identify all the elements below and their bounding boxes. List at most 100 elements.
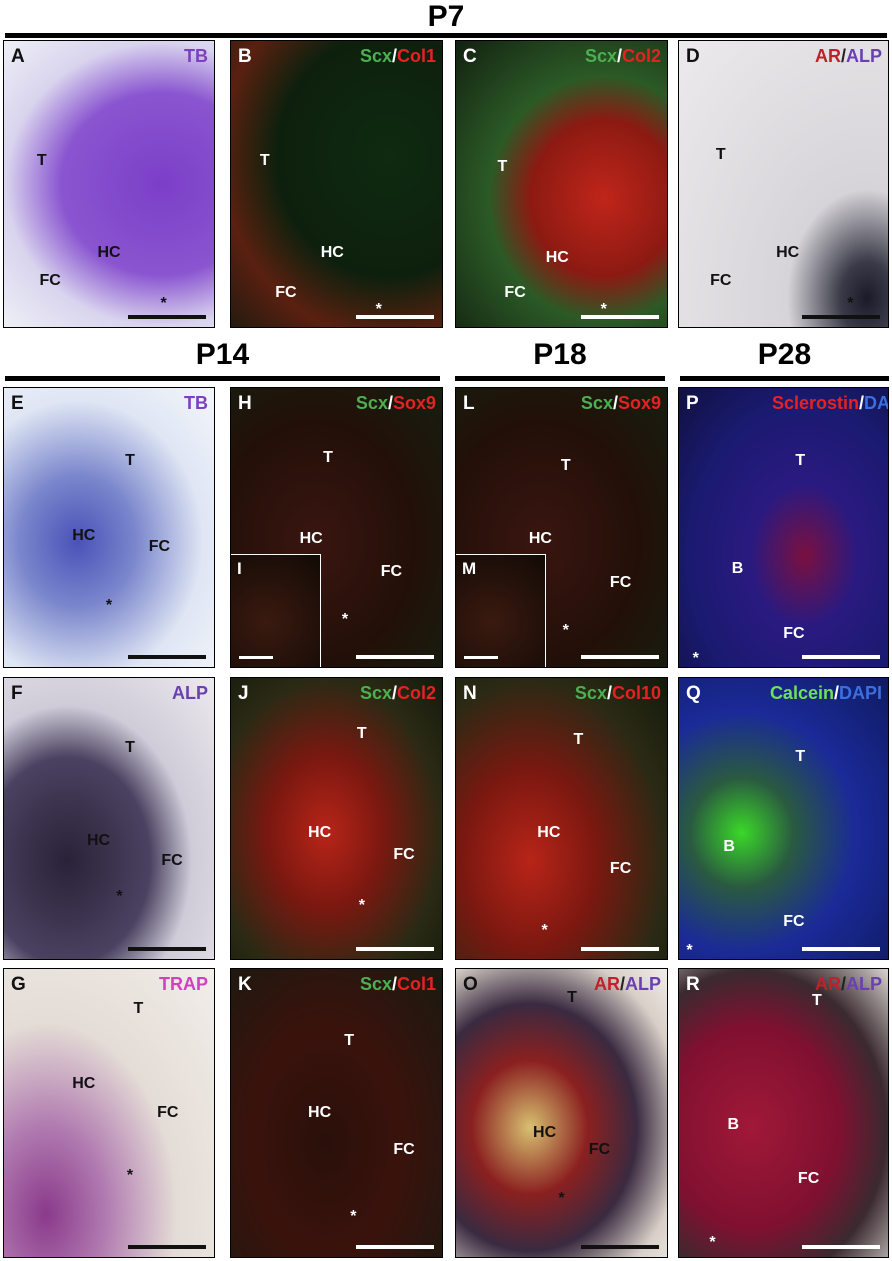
region-label: T (795, 451, 806, 469)
region-label: FC (275, 283, 297, 301)
stain-part: ALP (846, 974, 882, 994)
panel-letter: L (463, 393, 475, 414)
region-label: HC (533, 1124, 557, 1142)
region-label: HC (308, 823, 332, 841)
stain-part: Scx (355, 393, 388, 413)
stain-part: DAPI (864, 393, 889, 413)
region-label: FC (380, 563, 403, 581)
stain-part: TRAP (159, 974, 208, 994)
stain-label: Scx/Col2 (360, 683, 436, 704)
image-panel: J Scx/Col2 T HC FC * (230, 677, 443, 960)
image-panel: R AR/ALP T B FC * (678, 968, 889, 1258)
region-label: FC (148, 538, 171, 556)
stain-label: TRAP (159, 974, 208, 995)
image-panel: Q Calcein/DAPI T B FC * (678, 677, 889, 960)
region-label: T (560, 457, 571, 475)
region-label: HC (308, 1104, 332, 1121)
region-label: FC (588, 1141, 611, 1159)
stage-label: P7 (427, 0, 465, 33)
stain-part: / (391, 46, 397, 66)
region-label: T (497, 157, 508, 175)
stain-part: / (840, 974, 846, 994)
stain-part: / (859, 393, 865, 413)
stain-part: Calcein (769, 683, 834, 703)
region-label: T (812, 991, 822, 1009)
region-label: * (558, 1190, 565, 1208)
region-label: * (847, 295, 854, 313)
stage-rule (5, 376, 440, 381)
panel-letter: R (686, 974, 700, 995)
region-label: T (715, 146, 726, 164)
stain-label: AR/ALP (594, 974, 661, 995)
image-panel: G TRAP T HC FC * (3, 968, 215, 1258)
stain-part: Scx (580, 393, 613, 413)
scale-bar (356, 315, 434, 319)
scale-bar (356, 1245, 434, 1249)
stain-label: Scx/Col2 (585, 46, 661, 67)
image-panel: F ALP T HC FC * (3, 677, 215, 960)
stain-part: / (387, 393, 393, 413)
stain-part: AR (814, 974, 841, 994)
stain-part: Col1 (396, 46, 436, 66)
region-label: T (795, 747, 806, 765)
panel-letter: F (11, 683, 23, 704)
stain-label: AR/ALP (815, 974, 882, 995)
region-label: * (692, 649, 699, 667)
stain-part: / (391, 974, 397, 994)
region-label: T (36, 152, 47, 170)
image-panel: I H Scx/Sox9 T HC FC * (230, 387, 443, 668)
region-label: * (350, 1207, 357, 1225)
region-label: B (723, 837, 735, 855)
region-label: FC (783, 913, 805, 931)
scale-bar (464, 656, 498, 659)
region-label: HC (72, 526, 96, 544)
region-label: * (541, 921, 548, 939)
region-label: * (600, 300, 607, 318)
region-label: * (341, 610, 349, 628)
image-panel: P Sclerostin/DAPI T B FC * (678, 387, 889, 668)
image-panel: A TB T HC FC * (3, 40, 215, 328)
region-label: * (375, 300, 382, 318)
region-label: T (567, 988, 577, 1006)
stain-label: AR/ALP (815, 46, 882, 67)
stain-part: Col2 (396, 683, 436, 703)
stain-part: Scx (574, 683, 607, 703)
panel-letter: G (11, 974, 26, 995)
image-panel: O AR/ALP T HC FC * (455, 968, 668, 1258)
scale-bar (581, 315, 659, 319)
scale-bar (128, 1245, 206, 1249)
stage-rule (680, 376, 889, 381)
scale-bar (802, 655, 880, 659)
scale-bar (128, 315, 206, 319)
region-label: * (160, 295, 167, 313)
region-label: B (727, 1115, 740, 1133)
inset-letter: I (237, 559, 242, 579)
panel-letter: K (238, 974, 252, 995)
stain-part: / (616, 46, 622, 66)
stage-label: P18 (533, 338, 587, 371)
stain-part: / (833, 683, 839, 703)
region-label: FC (161, 851, 183, 869)
region-label: * (126, 1167, 134, 1185)
stain-label: Scx/Sox9 (356, 393, 436, 414)
stain-part: / (606, 683, 612, 703)
image-panel: B Scx/Col1 T HC FC * (230, 40, 443, 328)
region-label: * (105, 596, 113, 614)
stain-part: / (612, 393, 618, 413)
region-label: FC (609, 574, 632, 592)
stain-part: Scx (584, 46, 617, 66)
image-panel: N Scx/Col10 T HC FC * (455, 677, 668, 960)
image-panel: M L Scx/Sox9 T HC FC * (455, 387, 668, 668)
region-label: FC (393, 846, 415, 864)
region-label: * (686, 941, 693, 959)
stain-label: TB (184, 393, 208, 414)
stain-part: / (619, 974, 625, 994)
region-label: B (731, 560, 744, 578)
scale-bar (356, 655, 434, 659)
region-label: FC (609, 860, 632, 878)
stain-part: TB (184, 46, 208, 66)
stain-part: Scx (359, 974, 392, 994)
region-label: FC (393, 1141, 415, 1159)
image-panel: E TB T HC FC * (3, 387, 215, 668)
